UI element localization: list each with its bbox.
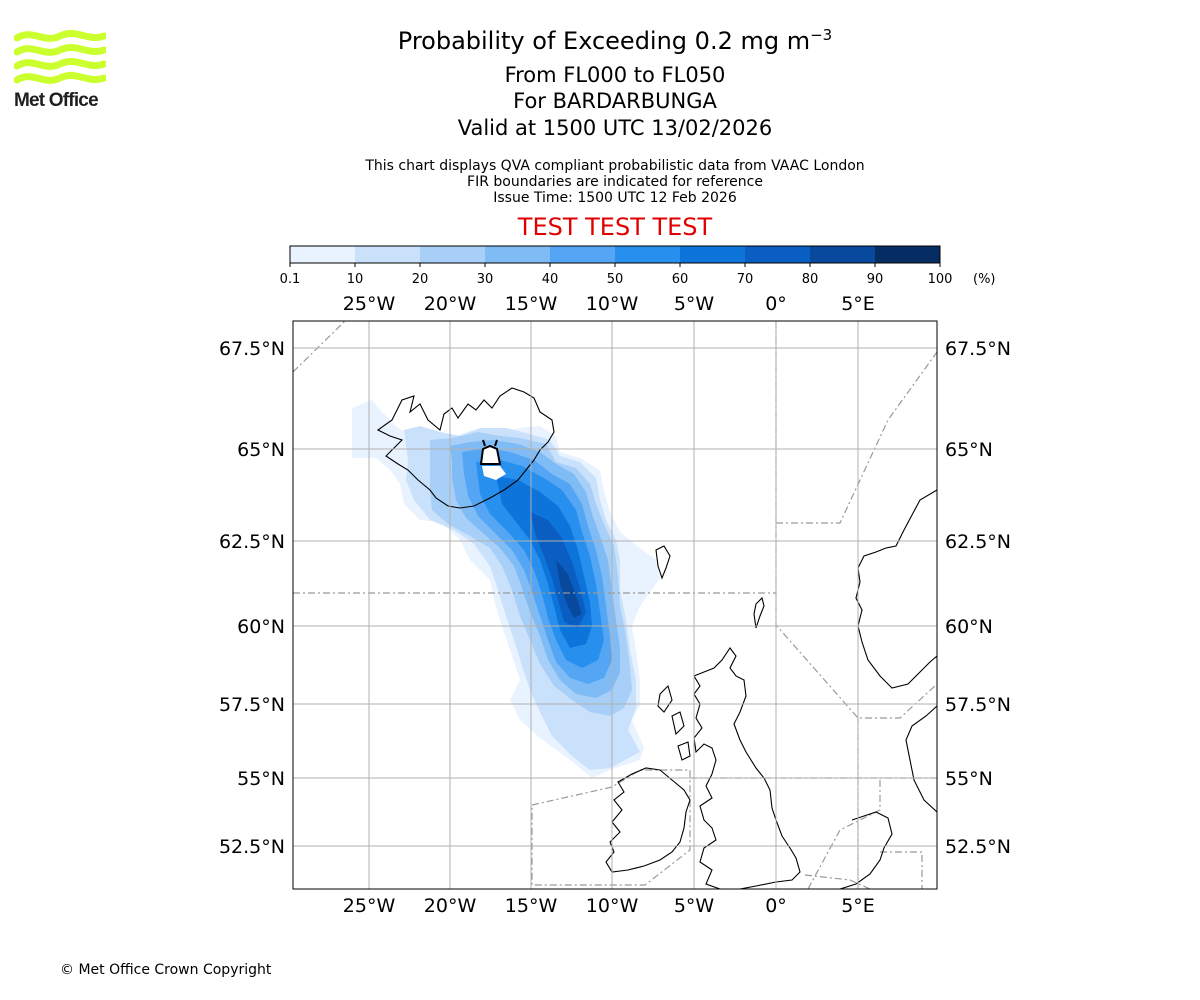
title-superscript: −3 [810,26,833,44]
plume-contour [556,560,582,618]
colorbar-tick-label: 60 [672,272,689,287]
lat-label-right: 57.5°N [945,694,1011,716]
lat-label-right: 55°N [945,768,993,790]
iceland-coastline [376,387,555,509]
colorbar-tick-label: 50 [607,272,624,287]
lat-label-left: 67.5°N [219,338,285,360]
colorbar-tick-label: 0.1 [280,272,301,287]
colorbar-cell [420,246,485,263]
colorbar-tick-label: 40 [542,272,559,287]
colorbar-cell [355,246,420,263]
plume-gap [482,466,506,480]
colorbar-cell [680,246,745,263]
colorbar-tick-label: 30 [477,272,494,287]
valid-time: Valid at 1500 UTC 13/02/2026 [457,116,773,140]
colorbar-cell [550,246,615,263]
met-office-waves-icon [13,29,108,84]
lat-label-right: 65°N [945,439,993,461]
fir-boundary-line [807,778,881,889]
colorbar-cell [875,246,940,263]
volcano-icon [479,439,502,465]
lat-label-right: 52.5°N [945,836,1011,858]
great-britain-coastline [693,647,801,889]
probability-plume [352,400,660,778]
colorbar-tick-label: 70 [737,272,754,287]
fir-boundary-line [531,769,691,886]
lat-label-right: 60°N [945,616,993,638]
issue-time: Issue Time: 1500 UTC 12 Feb 2026 [493,190,737,206]
fir-boundary-line [775,321,937,719]
lat-label-left: 60°N [237,616,285,638]
colorbar-tick-label: 80 [802,272,819,287]
colorbar-tick-label: 20 [412,272,429,287]
hebrides-coastline [677,741,691,761]
lon-label-bottom: 20°W [424,895,477,917]
lon-label-top: 10°W [586,293,639,315]
lon-label-bottom: 15°W [505,895,558,917]
logo-text: Met Office [14,90,99,111]
title-text: Probability of Exceeding 0.2 mg m [397,27,811,55]
lon-label-bottom: 0° [765,895,787,917]
lon-label-bottom: 25°W [343,895,396,917]
fir-boundary-line [804,874,871,889]
colorbar-unit: (%) [973,272,996,287]
map-frame [292,320,938,890]
faroe-islands-coastline [655,545,671,580]
lon-label-top: 15°W [505,293,558,315]
colorbar-tick-label: 100 [928,272,953,287]
fir-boundary-line [880,851,923,889]
fir-boundary-line [293,321,346,373]
colorbar-cell [290,246,355,263]
lat-label-left: 62.5°N [219,531,285,553]
colorbar-cell [615,246,680,263]
lat-label-left: 57.5°N [219,694,285,716]
colorbar-cell [745,246,810,263]
coastlines [376,387,937,889]
colorbar: 0.1 10 20 30 40 50 60 70 80 90 100 (%) [280,245,996,287]
lon-label-top: 25°W [343,293,396,315]
copyright: © Met Office Crown Copyright [60,962,272,978]
shetland-coastline [753,596,765,629]
chart-note: This chart displays QVA compliant probab… [365,158,865,174]
lon-label-bottom: 5°W [674,895,715,917]
flight-levels: From FL000 to FL050 [504,63,726,87]
lat-label-right: 62.5°N [945,531,1011,553]
lat-label-left: 52.5°N [219,836,285,858]
colorbar-cell [485,246,550,263]
chart-title: Probability of Exceeding 0.2 mg m−3 [15,26,1200,55]
met-office-logo: Met Office [13,29,114,112]
volcano-name: For BARDARBUNGA [513,89,717,113]
europe-coastline [839,811,893,889]
lat-label-left: 55°N [237,768,285,790]
hebrides-coastline [671,711,685,736]
ireland-coastline [605,767,691,873]
colorbar-tick-label: 90 [867,272,884,287]
lat-label-left: 65°N [237,439,285,461]
lon-label-bottom: 5°E [841,895,875,917]
lon-label-bottom: 10°W [586,895,639,917]
gridlines [293,321,937,889]
lon-label-top: 5°E [841,293,875,315]
norway-coastline [855,489,937,689]
lon-label-top: 0° [765,293,787,315]
lon-label-top: 20°W [424,293,477,315]
lat-label-right: 67.5°N [945,338,1011,360]
colorbar-cell [810,246,875,263]
lon-label-top: 5°W [674,293,715,315]
test-banner: TEST TEST TEST [517,213,713,241]
fir-boundary-line [776,351,937,524]
europe-coastline [905,705,937,813]
hebrides-coastline [657,684,673,713]
fir-note: FIR boundaries are indicated for referen… [467,174,763,190]
colorbar-tick-label: 10 [347,272,364,287]
